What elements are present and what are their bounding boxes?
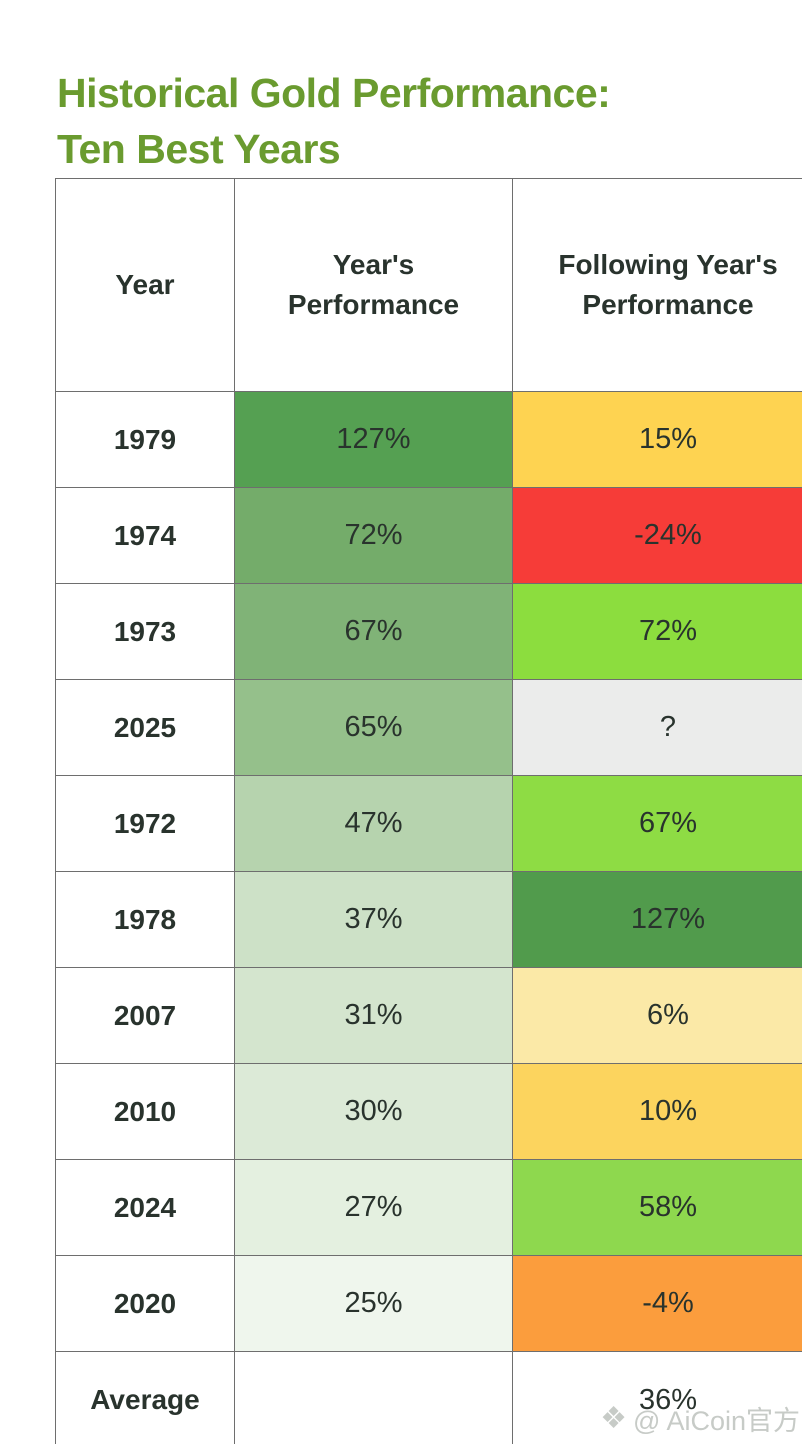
following-cell: -24% (512, 487, 802, 584)
table-row: 2020 25% -4% (55, 1255, 802, 1352)
table-row: 2007 31% 6% (55, 967, 802, 1064)
year-cell: 1979 (55, 391, 235, 488)
performance-cell: 25% (234, 1255, 513, 1352)
table-row: 2010 30% 10% (55, 1063, 802, 1160)
year-cell: 2010 (55, 1063, 235, 1160)
following-cell: 72% (512, 583, 802, 680)
table-row: 2024 27% 58% (55, 1159, 802, 1256)
following-cell: 10% (512, 1063, 802, 1160)
following-cell: ? (512, 679, 802, 776)
following-cell: 58% (512, 1159, 802, 1256)
performance-cell: 30% (234, 1063, 513, 1160)
performance-cell: 31% (234, 967, 513, 1064)
table-row: 1972 47% 67% (55, 775, 802, 872)
year-cell: 1974 (55, 487, 235, 584)
header-row: Year Year's Performance Following Year's… (55, 178, 802, 392)
page-title-line1: Historical Gold Performance: (57, 70, 611, 117)
year-cell: 1973 (55, 583, 235, 680)
table-row-average: Average 36% (55, 1351, 802, 1444)
aicoin-logo-icon: ❖ (600, 1401, 628, 1435)
following-cell: 36% (512, 1351, 802, 1444)
year-cell: Average (55, 1351, 235, 1444)
year-cell: 1978 (55, 871, 235, 968)
performance-cell: 37% (234, 871, 513, 968)
table-row: 1973 67% 72% (55, 583, 802, 680)
table-row: 1978 37% 127% (55, 871, 802, 968)
year-cell: 1972 (55, 775, 235, 872)
following-cell: -4% (512, 1255, 802, 1352)
table-row: 1979 127% 15% (55, 391, 802, 488)
performance-cell: 72% (234, 487, 513, 584)
year-cell: 2007 (55, 967, 235, 1064)
performance-cell: 27% (234, 1159, 513, 1256)
watermark-text: @ AiCoin官方 (633, 1406, 800, 1436)
year-cell: 2020 (55, 1255, 235, 1352)
performance-cell (234, 1351, 513, 1444)
performance-cell: 127% (234, 391, 513, 488)
performance-cell: 65% (234, 679, 513, 776)
table-row: 2025 65% ? (55, 679, 802, 776)
year-cell: 2025 (55, 679, 235, 776)
header-years-performance: Year's Performance (234, 178, 513, 392)
header-year: Year (55, 178, 235, 392)
year-cell: 2024 (55, 1159, 235, 1256)
performance-table: Year Year's Performance Following Year's… (55, 178, 802, 1444)
following-cell: 15% (512, 391, 802, 488)
following-cell: 127% (512, 871, 802, 968)
following-cell: 67% (512, 775, 802, 872)
page-title-line2: Ten Best Years (57, 126, 341, 173)
table-row: 1974 72% -24% (55, 487, 802, 584)
watermark: ❖ @ AiCoin官方 (600, 1399, 800, 1438)
page-title: Historical Gold Performance: Ten Best Ye… (57, 65, 757, 177)
performance-cell: 67% (234, 583, 513, 680)
following-cell: 6% (512, 967, 802, 1064)
header-following-years-performance: Following Year's Performance (512, 178, 802, 392)
performance-cell: 47% (234, 775, 513, 872)
